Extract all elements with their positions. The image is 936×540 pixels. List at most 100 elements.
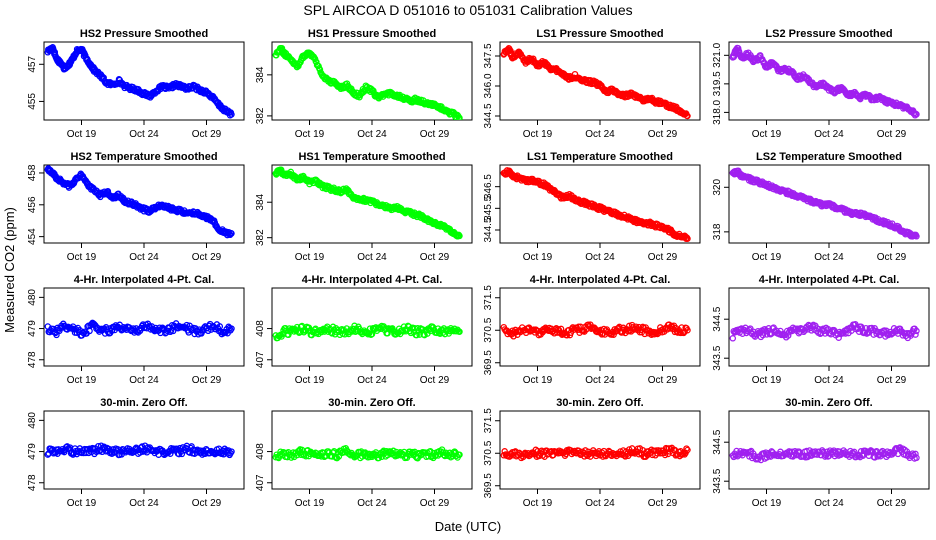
data-series: [44, 44, 235, 119]
data-point: [228, 230, 235, 237]
x-tick-label: Oct 29: [648, 252, 678, 263]
panel-12: 30-min. Zero Off. Oct 19 Oct 24 Oct 29 478 47…: [27, 397, 245, 509]
panel-4: HS2 Temperature Smoothed Oct 19 Oct 24 Oct …: [27, 151, 245, 263]
panel-8: 4-Hr. Interpolated 4-Pt. Cal. Oct 19 Oct 2…: [27, 274, 245, 386]
y-axis-label: Measured CO2 (ppm): [2, 207, 17, 333]
y-tick-label: 343.5: [712, 345, 723, 370]
data-point: [913, 111, 920, 118]
y-tick-label: 346.5: [483, 174, 494, 199]
data-point: [684, 326, 691, 334]
x-tick-label: Oct 29: [648, 498, 678, 509]
data-series: [272, 44, 463, 120]
y-tick-label: 455: [27, 93, 38, 110]
data-point: [456, 114, 463, 120]
y-tick-label: 384: [255, 193, 266, 210]
data-series: [500, 444, 691, 462]
panel-1: HS1 Pressure Smoothed Oct 19 Oct 24 Oct 29 3…: [255, 28, 473, 140]
x-tick-label: Oct 24: [357, 498, 387, 509]
data-point: [139, 448, 147, 455]
x-axis-label: Date (UTC): [435, 519, 501, 534]
y-tick-label: 369.5: [483, 473, 494, 498]
x-tick-label: Oct 19: [523, 129, 553, 140]
panel-title: LS1 Pressure Smoothed: [536, 28, 663, 40]
panel-11: 4-Hr. Interpolated 4-Pt. Cal. Oct 19 Oct 2…: [712, 274, 930, 386]
data-series: [44, 165, 235, 239]
y-tick-label: 407: [255, 351, 266, 368]
y-tick-label: 344.5: [483, 103, 494, 128]
y-tick-label: 346.0: [483, 73, 494, 98]
panel-3: LS2 Pressure Smoothed Oct 19 Oct 24 Oct 29 3…: [712, 28, 930, 140]
x-tick-label: Oct 19: [752, 498, 782, 509]
panel-9: 4-Hr. Interpolated 4-Pt. Cal. Oct 19 Oct 2…: [255, 274, 473, 386]
y-tick-label: 370.5: [483, 317, 494, 342]
y-tick-label: 319.5: [712, 71, 723, 96]
data-point: [44, 451, 52, 458]
y-tick-label: 478: [27, 474, 38, 491]
x-tick-label: Oct 29: [648, 375, 678, 386]
x-tick-label: Oct 19: [752, 129, 782, 140]
data-series: [729, 167, 920, 240]
x-tick-label: Oct 19: [752, 252, 782, 263]
data-series: [272, 322, 463, 342]
y-tick-label: 369.5: [483, 350, 494, 375]
x-tick-label: Oct 19: [295, 375, 325, 386]
y-tick-label: 479: [27, 443, 38, 460]
data-point: [216, 323, 224, 330]
x-tick-label: Oct 24: [357, 375, 387, 386]
panel-title: HS1 Pressure Smoothed: [308, 28, 436, 40]
data-point: [684, 446, 691, 454]
data-point: [456, 232, 463, 240]
y-tick-label: 321.0: [712, 42, 723, 67]
data-series: [500, 45, 691, 120]
panel-15: 30-min. Zero Off. Oct 19 Oct 24 Oct 29 343.5…: [712, 397, 930, 509]
x-tick-label: Oct 29: [192, 498, 222, 509]
x-tick-label: Oct 24: [585, 252, 615, 263]
x-tick-label: Oct 29: [192, 252, 222, 263]
panel-14: 30-min. Zero Off. Oct 19 Oct 24 Oct 29 369.5…: [483, 397, 701, 509]
data-point: [684, 112, 691, 120]
x-tick-label: Oct 29: [877, 129, 907, 140]
x-tick-label: Oct 24: [129, 129, 159, 140]
panel-title: LS2 Pressure Smoothed: [765, 28, 892, 40]
x-tick-label: Oct 29: [648, 129, 678, 140]
data-point: [729, 335, 737, 342]
x-tick-label: Oct 24: [585, 498, 615, 509]
y-tick-label: 480: [27, 412, 38, 429]
data-series: [272, 445, 463, 462]
panel-title: LS1 Temperature Smoothed: [527, 151, 673, 163]
data-series: [729, 44, 920, 119]
panel-title: 4-Hr. Interpolated 4-Pt. Cal.: [302, 274, 443, 286]
panel-13: 30-min. Zero Off. Oct 19 Oct 24 Oct 29 407 40…: [255, 397, 473, 509]
panel-title: 4-Hr. Interpolated 4-Pt. Cal.: [759, 274, 900, 286]
data-point: [913, 233, 920, 240]
y-tick-label: 458: [27, 164, 38, 181]
panel-0: HS2 Pressure Smoothed Oct 19 Oct 24 Oct 29 4…: [27, 28, 245, 140]
data-series: [729, 320, 920, 342]
x-tick-label: Oct 24: [814, 498, 844, 509]
y-tick-label: 370.5: [483, 440, 494, 465]
data-point: [912, 331, 919, 338]
y-tick-label: 318: [712, 223, 723, 240]
panel-title: 4-Hr. Interpolated 4-Pt. Cal.: [530, 274, 671, 286]
figure-title: SPL AIRCOA D 051016 to 051031 Calibratio…: [303, 2, 632, 18]
x-tick-label: Oct 19: [295, 498, 325, 509]
data-point: [684, 235, 691, 242]
x-tick-label: Oct 19: [295, 252, 325, 263]
x-tick-label: Oct 29: [192, 375, 222, 386]
x-tick-label: Oct 19: [67, 498, 97, 509]
x-tick-label: Oct 24: [357, 129, 387, 140]
y-tick-label: 479: [27, 320, 38, 337]
x-tick-label: Oct 29: [877, 375, 907, 386]
data-point: [661, 451, 669, 459]
x-tick-label: Oct 29: [420, 129, 450, 140]
y-tick-label: 320: [712, 179, 723, 196]
panel-title: 30-min. Zero Off.: [100, 397, 187, 409]
data-point: [456, 451, 463, 458]
y-tick-label: 408: [255, 320, 266, 337]
data-point: [456, 328, 463, 335]
x-tick-label: Oct 24: [585, 375, 615, 386]
x-tick-label: Oct 24: [814, 252, 844, 263]
data-point: [625, 322, 633, 330]
panel-title: LS2 Temperature Smoothed: [756, 151, 902, 163]
